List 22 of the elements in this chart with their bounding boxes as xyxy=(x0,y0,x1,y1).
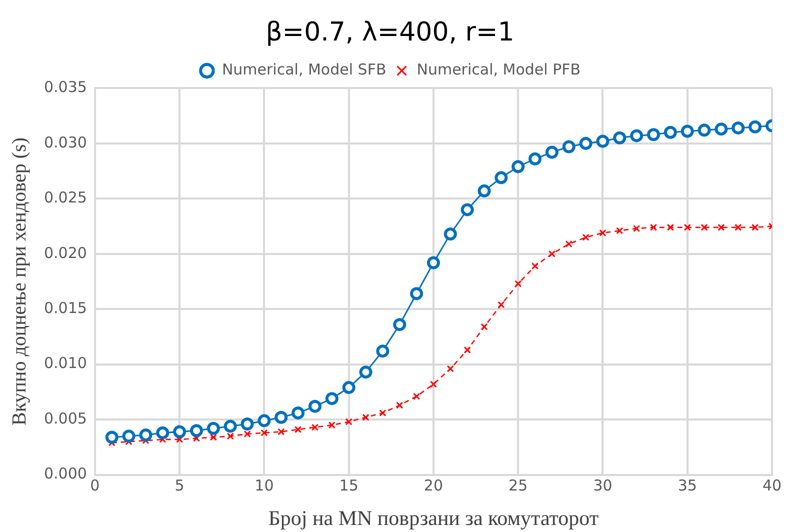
legend-label: Numerical, Model PFB xyxy=(416,60,581,79)
x-tick-label: 0 xyxy=(90,476,100,495)
x-tick-label: 30 xyxy=(593,476,612,495)
x-tick-label: 25 xyxy=(508,476,528,495)
x-tick-label: 35 xyxy=(678,476,697,495)
x-tick-label: 5 xyxy=(174,476,184,495)
x-tick-label: 10 xyxy=(254,476,274,495)
y-tick-label: 0.000 xyxy=(44,464,87,483)
x-tick-label: 40 xyxy=(762,476,782,495)
legend-label: Numerical, Model SFB xyxy=(222,60,386,79)
y-tick-label: 0.015 xyxy=(44,299,87,318)
y-tick-label: 0.030 xyxy=(44,133,87,152)
y-tick-label: 0.025 xyxy=(44,188,87,207)
x-tick-label: 15 xyxy=(339,476,358,495)
y-tick-label: 0.020 xyxy=(44,244,87,262)
y-tick-label: 0.010 xyxy=(44,354,87,372)
chart-title: β=0.7, λ=400, r=1 xyxy=(266,17,514,48)
y-axis-title: Вкупно доцнење при хендовер (s) xyxy=(8,138,30,426)
y-tick-label: 0.035 xyxy=(44,78,87,96)
x-axis-title: Број на MN поврзани за комутаторот xyxy=(268,506,599,530)
y-tick-label: 0.005 xyxy=(44,409,87,428)
x-tick-label: 20 xyxy=(424,476,444,495)
